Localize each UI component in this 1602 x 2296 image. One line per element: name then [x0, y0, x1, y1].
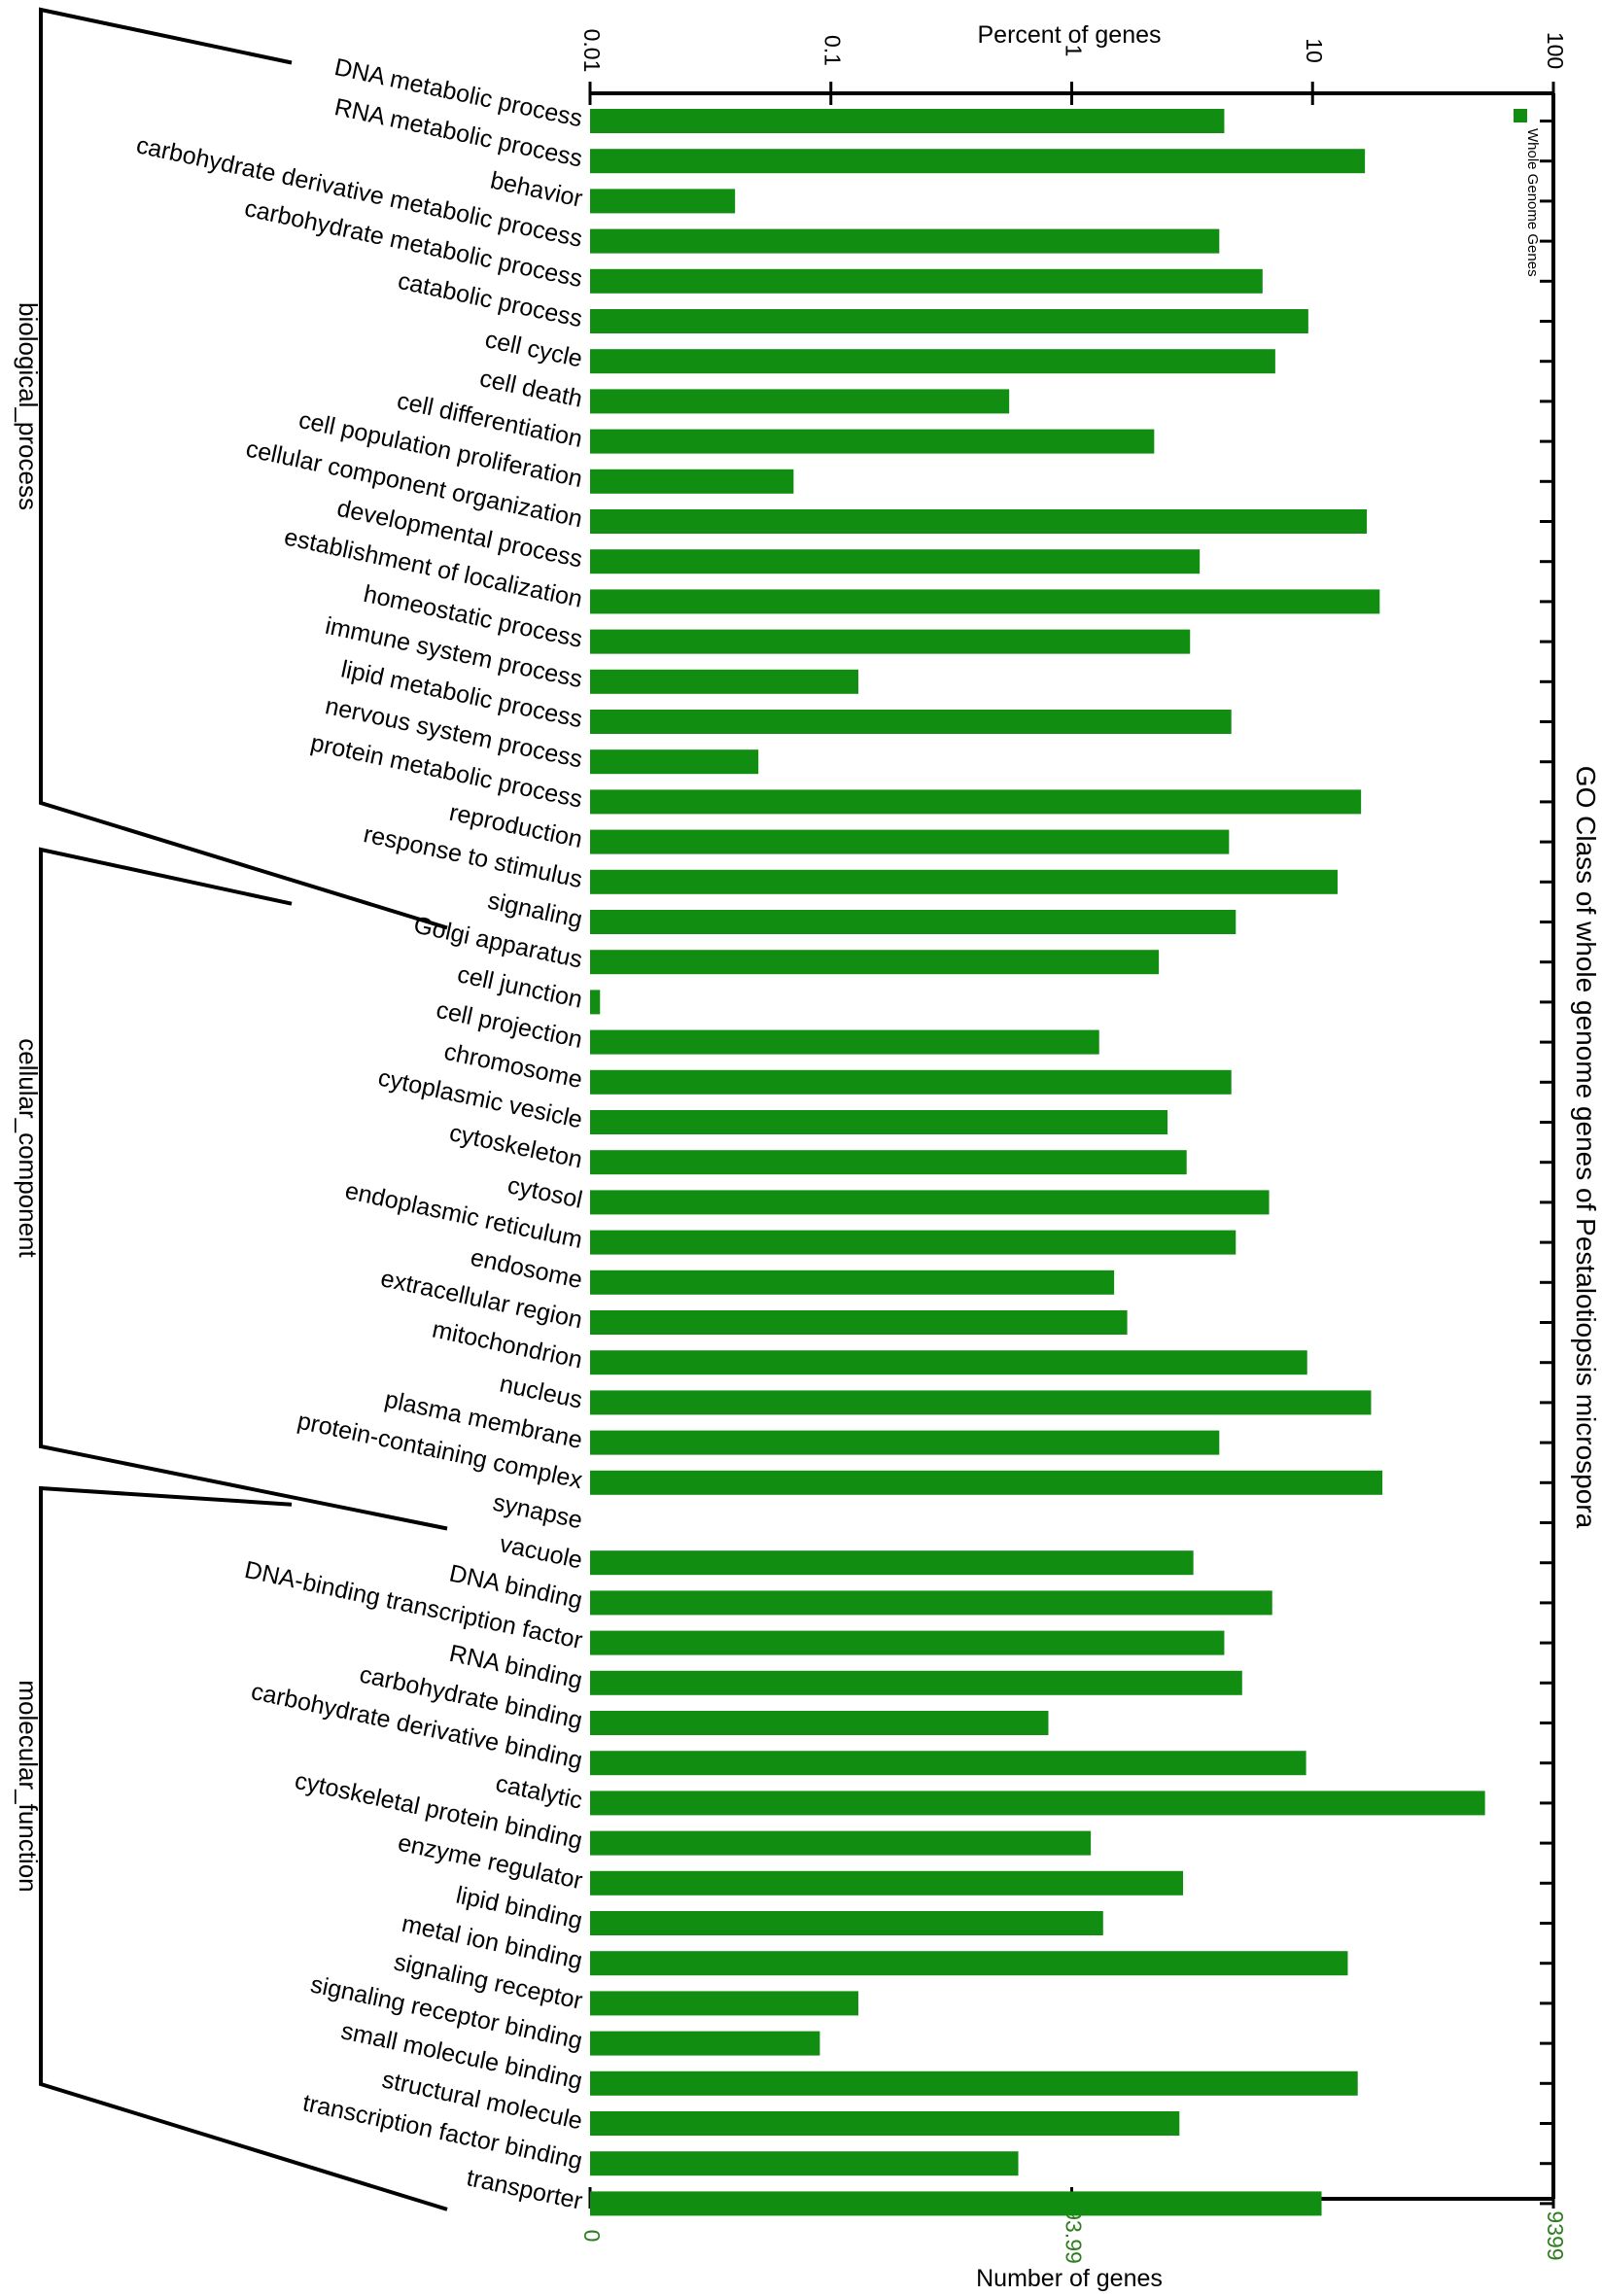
bar-24 — [590, 1069, 1232, 1095]
category-label: DNA-binding transcription factor — [242, 1556, 584, 1654]
legend-label: Whole Genome Genes — [1524, 128, 1541, 277]
bar-7 — [590, 389, 1010, 414]
group-label: cellular_component — [14, 1038, 43, 1258]
group-bracket-molecular_function — [39, 1485, 448, 2211]
bottom-tick-label: 0 — [579, 2230, 605, 2243]
category-label: cell cycle — [483, 326, 585, 372]
bottom-tick-label: 93.99 — [1061, 2208, 1086, 2264]
bar-27 — [590, 1190, 1270, 1215]
group-label: biological_process — [14, 302, 43, 510]
bar-23 — [590, 1029, 1099, 1055]
bar-30 — [590, 1310, 1128, 1335]
bar-9 — [590, 469, 794, 494]
top-tick-label: 1 — [1061, 45, 1086, 57]
bar-0 — [590, 109, 1225, 133]
bar-28 — [590, 1230, 1236, 1255]
legend-swatch — [1514, 109, 1527, 122]
bar-22 — [590, 990, 601, 1015]
bar-16 — [590, 749, 759, 775]
bar-37 — [590, 1590, 1272, 1616]
bar-36 — [590, 1550, 1194, 1576]
bar-32 — [590, 1390, 1372, 1415]
bar-6 — [590, 349, 1275, 374]
bar-17 — [590, 789, 1362, 815]
bar-29 — [590, 1270, 1115, 1295]
bar-12 — [590, 589, 1380, 614]
category-label: cytosol — [505, 1171, 585, 1214]
bar-38 — [590, 1630, 1225, 1655]
category-label: signaling — [485, 887, 584, 933]
bar-1 — [590, 149, 1366, 174]
bar-41 — [590, 1751, 1306, 1776]
bar-14 — [590, 669, 858, 694]
bar-11 — [590, 549, 1201, 574]
bar-19 — [590, 869, 1338, 894]
top-tick-label: 0.01 — [579, 29, 605, 73]
bar-42 — [590, 1791, 1485, 1816]
bar-40 — [590, 1711, 1049, 1735]
category-label: nucleus — [497, 1370, 584, 1413]
bar-52 — [590, 2191, 1322, 2216]
bar-5 — [590, 309, 1308, 333]
bar-10 — [590, 509, 1368, 534]
bar-8 — [590, 429, 1155, 454]
bar-50 — [590, 2111, 1180, 2136]
bar-51 — [590, 2151, 1019, 2176]
bar-26 — [590, 1150, 1187, 1175]
bar-33 — [590, 1430, 1220, 1455]
bar-43 — [590, 1830, 1092, 1856]
category-label: synapse — [491, 1489, 585, 1535]
group-bracket-biological_process — [39, 7, 448, 930]
chart-title: GO Class of whole genome genes of Pestal… — [1571, 766, 1601, 1529]
category-label: vacuole — [497, 1530, 584, 1574]
bar-34 — [590, 1470, 1383, 1495]
category-label: behavior — [488, 166, 585, 212]
top-tick-label: 10 — [1302, 38, 1327, 63]
bar-48 — [590, 2031, 820, 2056]
bar-31 — [590, 1350, 1307, 1375]
group-bracket-cellular_component — [39, 847, 448, 1531]
bar-18 — [590, 829, 1230, 854]
category-label: catalytic — [493, 1770, 584, 1815]
bar-44 — [590, 1870, 1184, 1896]
bar-2 — [590, 189, 736, 214]
bar-3 — [590, 228, 1220, 254]
top-axis-title: Percent of genes — [977, 21, 1161, 49]
bar-20 — [590, 910, 1236, 934]
bar-25 — [590, 1110, 1168, 1134]
top-tick-label: 100 — [1543, 32, 1568, 69]
category-label: cell death — [477, 365, 585, 413]
bar-13 — [590, 629, 1191, 654]
chart-inner: 0.01 0.1 1 10 100 Percent of genes 0 93.99 9399 N… — [14, 7, 1601, 2292]
bottom-tick-label: 9399 — [1543, 2210, 1568, 2260]
bar-39 — [590, 1670, 1242, 1695]
bar-15 — [590, 710, 1232, 734]
bar-21 — [590, 950, 1160, 975]
group-label: molecular_function — [14, 1680, 43, 1892]
bar-46 — [590, 1951, 1348, 1976]
bar-47 — [590, 1991, 858, 2016]
top-tick-label: 0.1 — [820, 35, 846, 66]
bar-45 — [590, 1911, 1103, 1935]
bar-49 — [590, 2070, 1358, 2096]
bar-4 — [590, 268, 1263, 294]
bottom-axis-title: Number of genes — [976, 2265, 1163, 2292]
